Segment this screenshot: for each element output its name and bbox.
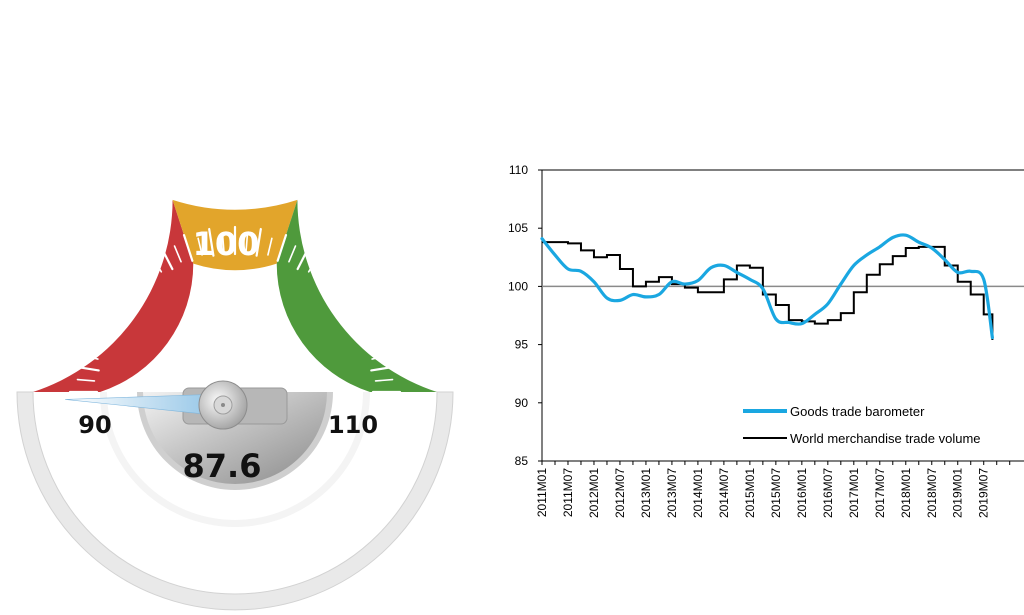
gauge-hub <box>137 387 333 490</box>
x-tick-label: 2014M07 <box>717 468 731 518</box>
x-tick-label: 2018M07 <box>925 468 939 518</box>
y-axis: 85 90 95 100 105 110 <box>508 163 542 468</box>
y-tick-label: 100 <box>508 279 528 293</box>
legend-label-trade-volume: World merchandise trade volume <box>790 431 981 446</box>
gauge-tick <box>296 243 312 271</box>
gauge-tick <box>182 233 194 262</box>
gauge-tick <box>100 293 125 312</box>
gauge-tick <box>255 227 262 257</box>
gauge-tick <box>114 288 129 302</box>
x-tick-label: 2015M07 <box>769 468 783 518</box>
gauge-tick <box>345 293 370 312</box>
gauge-tick <box>99 308 116 320</box>
x-tick-label: 2016M07 <box>821 468 835 518</box>
x-tick-label: 2019M01 <box>951 468 965 518</box>
gauge-outer-rim <box>16 391 454 611</box>
y-tick-label: 95 <box>515 338 529 352</box>
gauge-tick <box>370 365 400 372</box>
gauge-tick <box>354 308 371 320</box>
gauge-tick <box>307 256 319 273</box>
gauge-knob-dot <box>221 403 225 407</box>
gauge-tick <box>158 243 174 271</box>
gauge-tick <box>80 354 99 360</box>
gauge-tick <box>131 271 145 286</box>
x-tick-label: 2012M07 <box>613 468 627 518</box>
gauge-band-below <box>33 199 194 392</box>
gauge-tick <box>341 288 356 302</box>
series-layer <box>540 233 994 340</box>
gauge-tick <box>86 315 114 331</box>
x-tick-label: 2013M07 <box>665 468 679 518</box>
legend-label-barometer: Goods trade barometer <box>790 404 925 419</box>
gauge-tick <box>136 257 155 282</box>
gauge-min-label: 90 <box>78 411 111 439</box>
x-tick-label: 2017M01 <box>847 468 861 518</box>
gauge-tick <box>76 378 96 382</box>
y-tick-label: 85 <box>515 454 529 468</box>
gauge-bezel <box>16 391 454 611</box>
gauge-tick <box>331 274 353 296</box>
x-tick-label: 2017M07 <box>873 468 887 518</box>
x-tick-label: 2015M01 <box>743 468 757 518</box>
y-tick-label: 110 <box>509 163 528 177</box>
trade-gauge: BELOW TREND ABOVE TREND 100 90 110 87.6 <box>16 199 454 611</box>
gauge-tick <box>267 237 273 256</box>
gauge-band-above <box>276 199 437 392</box>
x-tick-label: 2012M01 <box>587 468 601 518</box>
gauge-tick <box>76 339 105 351</box>
gauge-tick <box>173 245 182 263</box>
gauge-tick <box>365 339 394 351</box>
series-line-trade-volume <box>542 241 994 340</box>
gauge-tick <box>117 274 139 296</box>
x-axis: 2011M01 2011M07 2012M01 2012M07 2013M01 2013M… <box>535 461 1011 518</box>
plot-frame <box>541 169 1024 462</box>
gauge-ticks <box>68 225 402 394</box>
gauge-tick <box>371 354 390 360</box>
x-tick-label: 2016M01 <box>795 468 809 518</box>
x-tick-label: 2013M01 <box>639 468 653 518</box>
gauge-tick <box>315 257 334 282</box>
gauge-tick <box>197 237 203 256</box>
x-tick-label: 2014M01 <box>691 468 705 518</box>
x-tick-label: 2019M07 <box>977 468 991 518</box>
gauge-tick <box>356 315 384 331</box>
x-tick-label: 2018M01 <box>899 468 913 518</box>
y-tick-label: 105 <box>508 221 528 235</box>
x-tick-label: 2011M01 <box>535 468 549 517</box>
gauge-tick <box>288 245 297 263</box>
gauge-tick <box>325 271 339 286</box>
gauge-max-label: 110 <box>328 411 378 439</box>
chart-legend: Goods trade barometer World merchandise … <box>743 404 981 446</box>
gauge-tick <box>276 233 288 262</box>
gauge-tick <box>221 233 225 253</box>
series-line-barometer <box>540 233 994 340</box>
gauge-tick <box>208 227 215 257</box>
gauge-tick <box>70 365 100 372</box>
y-tick-label: 90 <box>515 396 529 410</box>
gauge-tick <box>88 330 106 339</box>
gauge-tick <box>364 330 382 339</box>
gauge-tick <box>245 233 249 253</box>
gauge-tick <box>374 378 394 382</box>
gauge-tick <box>151 256 163 273</box>
gauge-center-label: 100 <box>193 225 260 263</box>
x-tick-label: 2011M07 <box>561 468 575 517</box>
gauge-value-label: 87.6 <box>183 447 262 485</box>
